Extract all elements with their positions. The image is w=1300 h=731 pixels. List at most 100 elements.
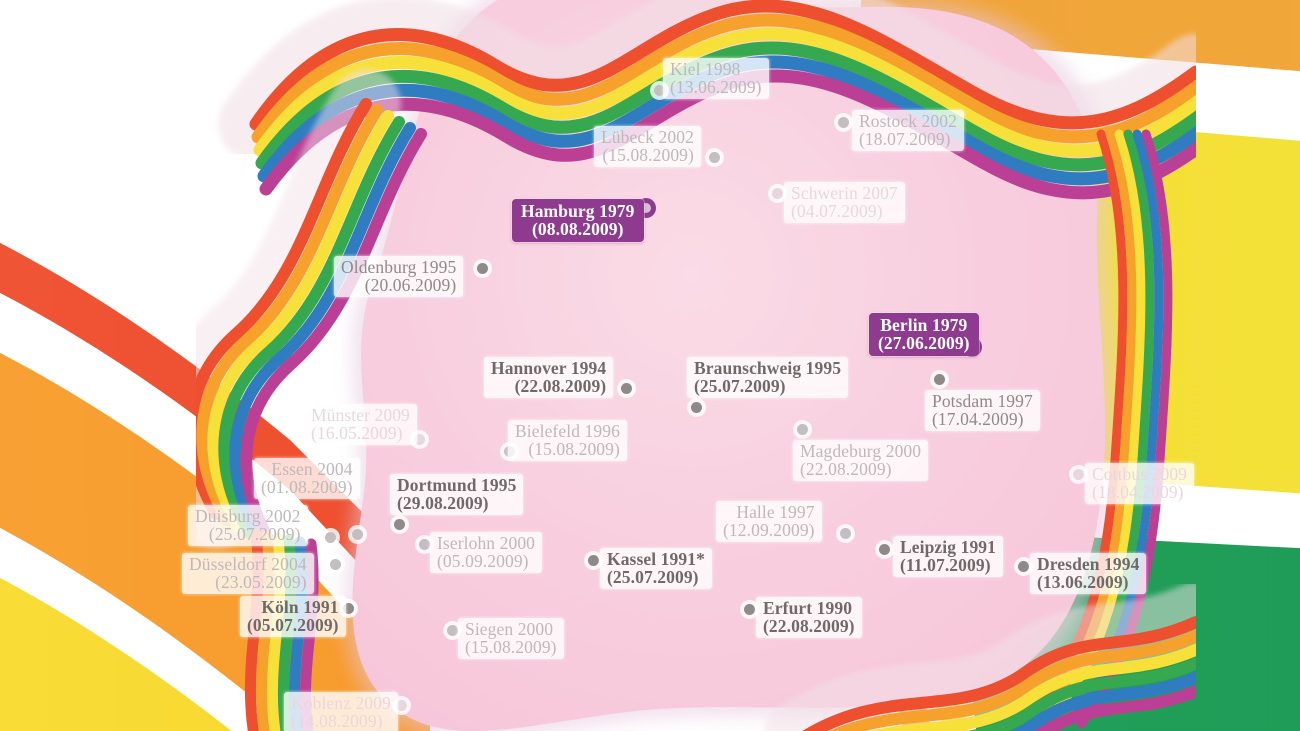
city-dot[interactable] <box>709 152 720 163</box>
city-dot[interactable] <box>879 544 890 555</box>
city-name: Kiel 1998 <box>670 59 741 79</box>
city-date: (08.08.2009) <box>531 219 624 240</box>
city-name: Erfurt 1990 <box>763 598 853 618</box>
city-date: (16.05.2009) <box>311 423 403 444</box>
city-date: (05.09.2009) <box>437 551 529 572</box>
city-name: Kassel 1991* <box>607 549 705 569</box>
city-label[interactable]: Bielefeld 1996 (15.08.2009) <box>508 420 627 462</box>
city-name: Oldenburg 1995 <box>341 257 457 277</box>
city-name: Siegen 2000 <box>465 619 554 639</box>
city-date: (27.06.2009) <box>878 333 970 354</box>
city-name: Cottbus 2009 <box>1092 464 1188 484</box>
city-label[interactable]: Hamburg 1979 (08.08.2009) <box>512 199 644 243</box>
city-label[interactable]: Dresden 1994 (13.06.2009) <box>1030 553 1147 595</box>
city-label[interactable]: Hannover 1994 (22.08.2009) <box>484 357 614 399</box>
city-date: (18.07.2009) <box>859 129 951 150</box>
city-name: Münster 2009 <box>311 405 410 425</box>
city-dot[interactable] <box>325 532 336 543</box>
city-dot[interactable] <box>621 383 632 394</box>
city-dot[interactable] <box>588 555 599 566</box>
city-label[interactable]: Kiel 1998 (13.06.2009) <box>663 58 769 100</box>
city-date: (25.07.2009) <box>694 376 786 397</box>
city-name: Duisburg 2002 <box>195 506 301 526</box>
city-dot[interactable] <box>419 539 430 550</box>
city-label[interactable]: Köln 1991 (05.07.2009) <box>240 596 346 638</box>
city-dot[interactable] <box>840 528 851 539</box>
city-date: (18.04.2009) <box>1092 482 1184 503</box>
city-label[interactable]: Berlin 1979 (27.06.2009) <box>869 313 979 357</box>
city-label[interactable]: Braunschweig 1995 (25.07.2009) <box>687 357 849 399</box>
city-label[interactable]: Potsdam 1997 (17.04.2009) <box>925 390 1040 432</box>
city-date: (22.08.2009) <box>800 459 892 480</box>
city-date: (15.08.2009) <box>465 637 557 658</box>
city-name: Schwerin 2007 <box>791 183 898 203</box>
city-dot[interactable] <box>414 434 425 445</box>
city-label[interactable]: Halle 1997 (12.09.2009) <box>716 501 822 543</box>
city-label[interactable]: Oldenburg 1995 (20.06.2009) <box>334 256 464 298</box>
city-label[interactable]: Leipzig 1991 (11.07.2009) <box>893 536 1003 578</box>
city-dot[interactable] <box>1073 469 1084 480</box>
city-label[interactable]: Magdeburg 2000 (22.08.2009) <box>793 440 929 482</box>
city-dot[interactable] <box>744 604 755 615</box>
city-date: (15.08.2009) <box>602 145 694 166</box>
city-date: (25.07.2009) <box>208 524 301 545</box>
city-label[interactable]: Lübeck 2002 (15.08.2009) <box>594 126 701 168</box>
city-name: Bielefeld 1996 <box>515 421 620 441</box>
city-dot[interactable] <box>343 603 354 614</box>
city-date: (25.07.2009) <box>607 567 699 588</box>
city-date: (15.08.2009) <box>528 439 620 460</box>
city-dot[interactable] <box>394 519 405 530</box>
city-date: (23.05.2009) <box>215 572 307 593</box>
city-date: (04.07.2009) <box>791 201 883 222</box>
city-label[interactable]: Rostock 2002 (18.07.2009) <box>852 110 964 152</box>
city-date: (22.08.2009) <box>763 616 855 637</box>
city-date: (20.06.2009) <box>364 275 457 296</box>
city-name: Düsseldorf 2004 <box>189 554 307 574</box>
city-date: (05.07.2009) <box>247 615 339 636</box>
city-date: (29.08.2009) <box>397 493 489 514</box>
city-label[interactable]: Siegen 2000 (15.08.2009) <box>458 618 564 660</box>
city-dot[interactable] <box>797 424 808 435</box>
city-label[interactable]: Kassel 1991* (25.07.2009) <box>600 548 712 590</box>
city-dot[interactable] <box>396 700 407 711</box>
city-label[interactable]: Dortmund 1995 (29.08.2009) <box>390 474 524 516</box>
city-label[interactable]: Essen 2004 (01.08.2009) <box>254 458 360 500</box>
city-name: Dortmund 1995 <box>397 475 517 495</box>
city-dot[interactable] <box>691 402 702 413</box>
city-name: Hamburg 1979 <box>521 201 635 221</box>
city-label[interactable]: Düsseldorf 2004 (23.05.2009) <box>182 553 314 595</box>
city-label[interactable]: Erfurt 1990 (22.08.2009) <box>756 597 862 639</box>
city-dot[interactable] <box>330 559 341 570</box>
left-color-bands <box>0 242 430 731</box>
city-name: Potsdam 1997 <box>932 391 1033 411</box>
city-date: (14.08.2009) <box>291 711 383 731</box>
city-dot[interactable] <box>838 117 849 128</box>
city-label[interactable]: Iserlohn 2000 (05.09.2009) <box>430 532 543 574</box>
city-name: Halle 1997 <box>736 502 815 522</box>
city-dot[interactable] <box>352 529 363 540</box>
city-date: (22.08.2009) <box>514 376 607 397</box>
city-label[interactable]: Schwerin 2007 (04.07.2009) <box>784 182 905 224</box>
city-date: (12.09.2009) <box>723 520 815 541</box>
city-name: Rostock 2002 <box>859 111 957 131</box>
city-label[interactable]: Koblenz 2009 (14.08.2009) <box>284 692 398 731</box>
city-date: (13.06.2009) <box>670 77 762 98</box>
city-label[interactable]: Münster 2009 (16.05.2009) <box>304 404 417 446</box>
city-name: Lübeck 2002 <box>601 127 694 147</box>
city-date: (17.04.2009) <box>932 409 1024 430</box>
city-name: Berlin 1979 <box>880 315 968 335</box>
city-dot[interactable] <box>641 203 651 213</box>
city-dot[interactable] <box>1018 561 1029 572</box>
city-name: Koblenz 2009 <box>291 693 391 713</box>
city-date: (11.07.2009) <box>900 555 991 576</box>
city-dot[interactable] <box>477 263 488 274</box>
city-name: Braunschweig 1995 <box>694 358 842 378</box>
city-dot[interactable] <box>772 188 783 199</box>
city-label[interactable]: Cottbus 2009 (18.04.2009) <box>1085 463 1195 505</box>
city-dot[interactable] <box>934 374 945 385</box>
city-label[interactable]: Duisburg 2002 (25.07.2009) <box>188 505 308 547</box>
city-name: Essen 2004 <box>271 459 353 479</box>
city-dot[interactable] <box>447 625 458 636</box>
city-dot[interactable] <box>654 85 665 96</box>
